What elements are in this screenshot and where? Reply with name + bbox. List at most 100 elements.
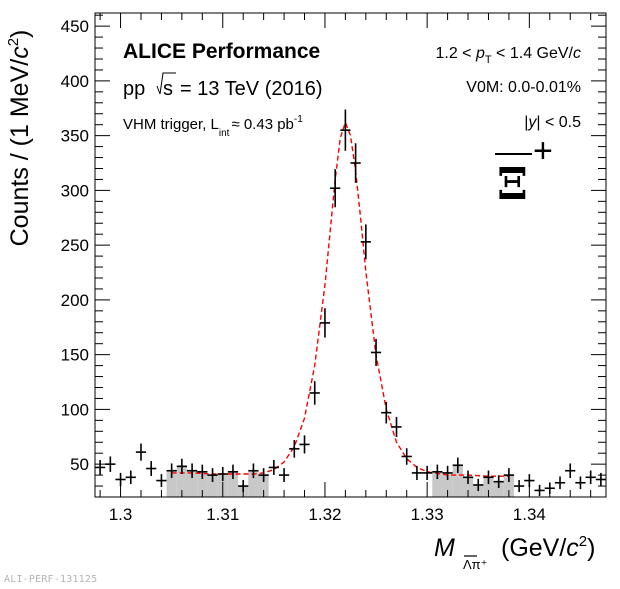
energy-text: = 13 TeV (2016): [180, 78, 323, 100]
x-tick-label: 1.34: [513, 505, 546, 524]
data-point: [493, 475, 504, 489]
chart-title: ALICE Performance: [123, 40, 320, 63]
data-point: [176, 458, 187, 474]
sideband-bin: [186, 470, 198, 497]
data-point: [401, 448, 412, 465]
y-axis-ticks: 50 100 150 200 250 300 350 400 450: [61, 14, 606, 498]
sideband-bin: [258, 475, 269, 497]
y-tick-label: 150: [61, 346, 89, 365]
sideband-bin: [462, 477, 474, 497]
y-tick-label: 450: [61, 17, 89, 36]
sideband-bin: [493, 481, 504, 497]
rapidity-label: |y| < 0.5: [524, 114, 581, 131]
data-point: [156, 474, 167, 488]
data-point: [585, 470, 596, 485]
data-point: [268, 459, 279, 475]
fit-curve-group: [171, 120, 509, 477]
data-point: [146, 461, 157, 476]
pt-range-label: 1.2 < pT < 1.4 GeV/c: [435, 45, 581, 66]
data-point: [422, 465, 433, 481]
data-point: [452, 457, 463, 473]
sideband-regions: [166, 465, 515, 497]
data-point: [514, 480, 525, 493]
fit-curve: [171, 120, 509, 477]
data-point: [391, 416, 402, 437]
particle-label: Ξ +: [495, 132, 553, 210]
y-tick-label: 300: [61, 181, 89, 200]
data-point: [309, 381, 320, 405]
plot-frame: [94, 12, 607, 498]
sqrt-symbol: [156, 72, 176, 95]
charge-symbol: +: [533, 132, 553, 170]
data-point: [125, 470, 136, 485]
x-tick-label: 1.32: [308, 505, 341, 524]
data-point: [186, 463, 198, 478]
data-point: [299, 435, 310, 454]
data-point: [166, 463, 177, 478]
y-tick-label: 50: [70, 455, 89, 474]
data-point: [565, 463, 576, 478]
data-point: [330, 169, 341, 208]
x-tick-label: 1.31: [206, 505, 239, 524]
data-point: [370, 338, 382, 366]
xi-symbol: Ξ: [497, 159, 528, 210]
data-point: [197, 464, 208, 479]
sideband-bin: [452, 465, 463, 497]
y-tick-label: 400: [61, 72, 89, 91]
sideband-bin: [197, 471, 208, 497]
x-tick-label: 1.33: [411, 505, 444, 524]
y-axis-label: Counts / (1 MeV/c2): [5, 30, 34, 247]
data-point: [575, 476, 586, 490]
y-tick-label: 100: [61, 400, 89, 419]
sideband-bin: [248, 470, 259, 497]
sideband-bin: [227, 471, 239, 497]
data-point: [248, 463, 259, 478]
sideband-bin: [503, 475, 515, 497]
watermark: ALI-PERF-131125: [4, 574, 98, 585]
data-point: [227, 464, 239, 479]
y-tick-label: 250: [61, 236, 89, 255]
data-point: [217, 466, 228, 482]
x-tick-label: 1.3: [109, 505, 133, 524]
data-point: [289, 440, 300, 458]
data-point: [207, 468, 218, 483]
x-axis-ticks: 1.3 1.31 1.32 1.33 1.34: [99, 13, 592, 524]
sideband-bin: [207, 475, 218, 497]
sideband-bin: [483, 477, 494, 497]
axes-frame: [94, 12, 607, 498]
data-point: [319, 308, 331, 338]
sqrt-s-text: s: [163, 78, 173, 100]
data-point: [462, 470, 474, 485]
data-point: [483, 470, 494, 485]
data-point: [350, 143, 361, 183]
x-axis-label-unit: (GeV/c2): [501, 533, 595, 562]
x-axis-label-sub: Λπ⁺: [463, 557, 488, 572]
y-tick-label: 200: [61, 291, 89, 310]
trigger-label: VHM trigger, Lint≈ 0.43 pb-1: [123, 114, 303, 139]
data-point: [95, 459, 106, 475]
data-point: [442, 465, 453, 481]
data-point: [411, 465, 423, 481]
data-point: [340, 109, 351, 151]
data-point: [381, 401, 392, 424]
collision-system-label: pp s = 13 TeV (2016): [123, 72, 323, 100]
x-axis-label: M Λπ⁺ (GeV/c2): [434, 533, 595, 572]
centrality-label: V0M: 0.0-0.01%: [466, 79, 581, 96]
data-point: [473, 478, 484, 492]
x-axis-label-var: M: [434, 534, 455, 562]
data-point: [135, 443, 147, 461]
data-point: [258, 468, 269, 483]
sideband-bin: [166, 470, 177, 497]
data-point: [503, 468, 515, 483]
system-text: pp: [123, 78, 145, 100]
sideband-bin: [432, 471, 443, 497]
data-point: [432, 464, 443, 479]
data-point: [360, 224, 371, 260]
data-point: [534, 484, 545, 497]
y-tick-label: 350: [61, 127, 89, 146]
sideband-bin: [442, 472, 453, 497]
data-point: [554, 476, 566, 490]
data-point: [278, 468, 290, 483]
sideband-bin: [176, 466, 187, 497]
